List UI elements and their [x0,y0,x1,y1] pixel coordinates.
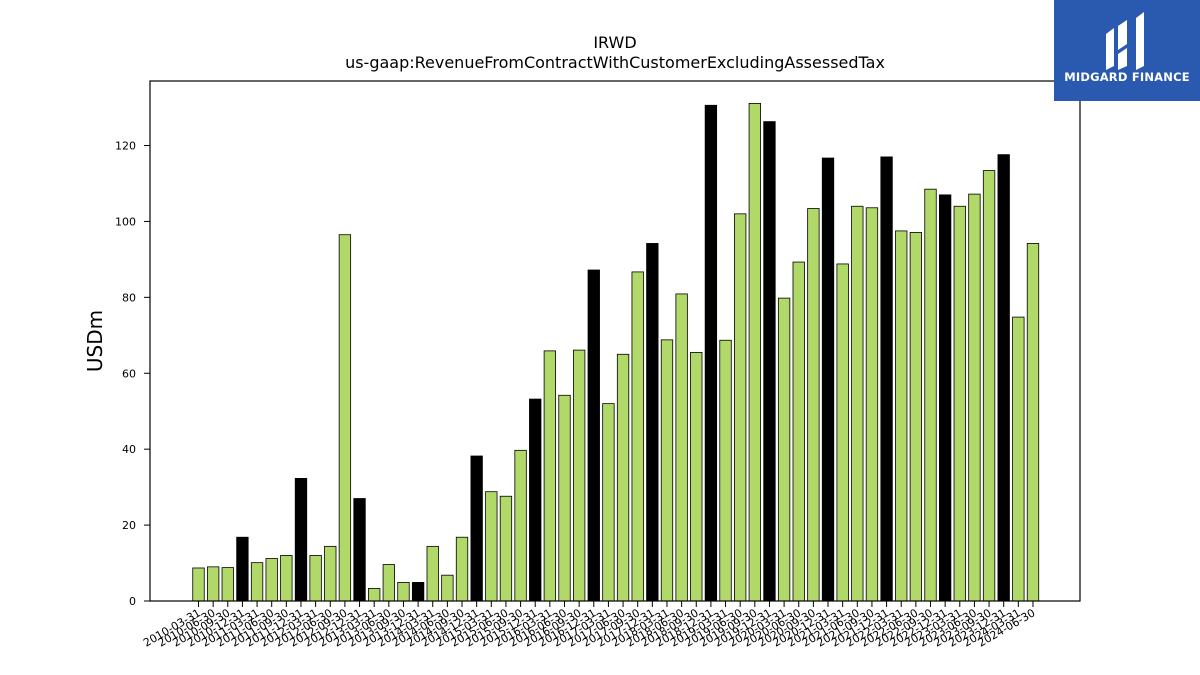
bar-2020-06-30 [792,261,805,602]
bar-2016-03-31 [543,350,557,602]
bar-2023-03-31 [953,205,966,602]
bar-2019-12-31 [763,121,776,602]
bar-2010-09-30 [221,567,234,602]
bar-2014-12-31 [470,455,483,602]
bar-2010-03-31 [192,567,205,602]
bar-2018-09-30 [690,351,703,602]
bar-2017-06-30 [616,353,630,602]
bar-2017-03-31 [602,403,615,602]
bar-2013-12-31 [411,582,425,602]
midgard-finance-logo: MIDGARD FINANCE [1054,0,1200,101]
y-tick-label: 120 [115,140,136,153]
bar-2015-09-30 [514,449,527,602]
bar-2015-03-31 [485,491,498,602]
bar-2010-06-30 [206,566,220,602]
bar-2022-03-31 [895,230,908,602]
y-tick-label: 0 [129,595,136,608]
bar-2018-06-30 [675,293,688,602]
bar-2013-03-31 [368,588,381,602]
bar-2021-06-30 [851,205,864,602]
bar-2020-12-31 [821,157,835,602]
bar-2022-06-30 [909,232,923,602]
bar-2023-09-30 [982,170,996,602]
bar-2012-06-30 [324,545,337,602]
bar-2019-03-31 [719,339,732,602]
bar-2020-03-31 [777,297,791,602]
y-tick-label: 100 [115,215,136,228]
bar-2024-03-31 [1012,316,1025,602]
bar-2010-12-31 [236,536,249,602]
bar-2021-12-31 [880,156,893,602]
bar-2011-06-30 [265,558,278,602]
bar-2018-12-31 [704,104,718,602]
bar-2011-03-31 [250,562,264,602]
bar-2017-12-31 [646,243,659,602]
bar-2013-06-30 [382,564,395,602]
y-tick-label: 40 [122,443,136,456]
bar-2014-09-30 [455,536,469,602]
y-axis-ticks: 0 20 40 60 80 100 120 [115,140,150,608]
logo-text: MIDGARD FINANCE [1064,70,1190,84]
bar-2012-03-31 [309,555,322,602]
bars-group [192,102,1040,602]
bar-2023-12-31 [997,154,1010,602]
bar-2022-09-30 [924,188,937,602]
bar-2013-09-30 [397,582,410,602]
chart-title: IRWD [593,33,636,52]
bar-2014-03-31 [426,545,439,602]
bar-2011-12-31 [294,477,308,602]
y-tick-label: 80 [122,291,136,304]
bar-2012-09-30 [338,234,352,602]
bar-2015-12-31 [529,398,542,602]
bar-2023-06-30 [968,193,981,602]
bar-2011-09-30 [280,555,293,602]
midgard-logo-icon [1106,12,1144,70]
bar-2016-06-30 [558,394,571,602]
bar-2024-06-30 [1026,243,1040,602]
y-axis-label: USDm [83,310,107,372]
y-tick-label: 20 [122,519,136,532]
bar-2018-03-31 [660,339,674,602]
bar-2020-09-30 [807,208,820,602]
bar-2019-06-30 [734,213,747,602]
bar-2016-09-30 [572,349,586,602]
bar-2015-06-30 [499,495,513,602]
bar-2019-09-30 [748,102,761,602]
bar-2022-12-31 [938,194,952,602]
bar-2014-06-30 [441,574,454,602]
chart-subtitle: us-gaap:RevenueFromContractWithCustomerE… [345,53,885,72]
bar-2016-12-31 [587,269,600,602]
plot-frame [149,80,1081,602]
bar-2021-03-31 [836,263,849,602]
bar-2021-09-30 [865,207,879,602]
x-axis-ticks: 2010-03-312010-06-302010-09-302010-12-31… [141,601,1037,650]
bar-2017-09-30 [631,271,644,602]
bar-2012-12-31 [353,498,366,602]
y-tick-label: 60 [122,367,136,380]
